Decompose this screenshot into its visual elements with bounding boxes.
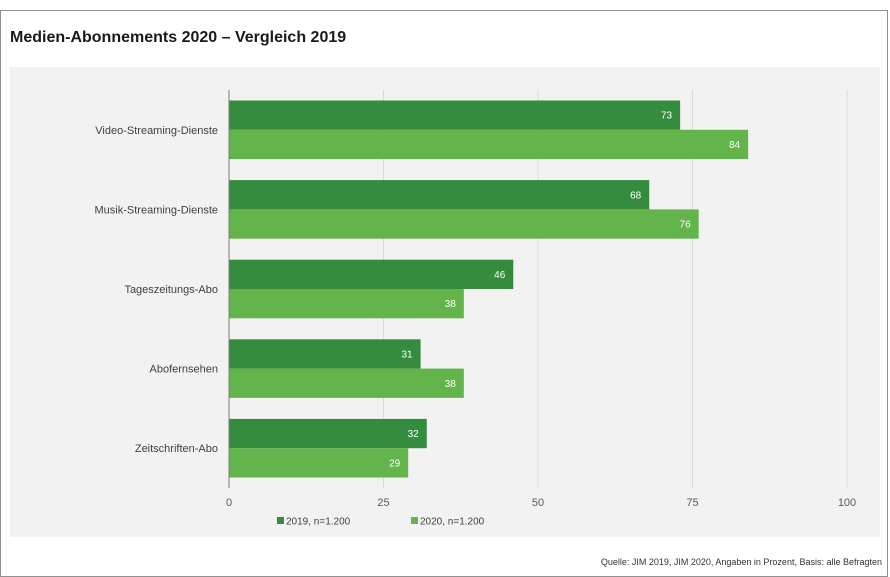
data-label-2020-abofernsehen: 38 bbox=[445, 379, 457, 390]
bar-2020-abofernsehen bbox=[229, 368, 464, 398]
x-tick-label: 0 bbox=[226, 497, 232, 509]
chart-panel: 0 25 50 75 100 Video-Streaming-Dienste Musik-S… bbox=[10, 67, 880, 537]
category-label-zeitschriften-abo: Zeitschriften-Abo bbox=[135, 443, 218, 455]
data-label-2019-zeitschriften-abo: 32 bbox=[408, 429, 420, 440]
bars: 73 84 68 76 46 38 31 38 32 29 bbox=[229, 100, 749, 478]
legend-swatch bbox=[277, 517, 284, 524]
category-label-abofernsehen: Abofernsehen bbox=[150, 364, 219, 376]
category-label-video-streaming-dienste: Video-Streaming-Dienste bbox=[95, 125, 218, 137]
legend-label: 2019, n=1.200 bbox=[286, 517, 351, 528]
bar-2020-musik-streaming-dienste bbox=[229, 209, 699, 239]
x-tick-label: 50 bbox=[532, 497, 544, 509]
bar-2020-zeitschriften-abo bbox=[229, 448, 409, 478]
category-label-tageszeitungs-abo: Tageszeitungs-Abo bbox=[124, 284, 218, 296]
legend: 2019, n=1.200 2020, n=1.200 bbox=[277, 517, 485, 528]
data-label-2020-zeitschriften-abo: 29 bbox=[389, 458, 401, 469]
bar-2019-abofernsehen bbox=[229, 339, 421, 369]
x-tick-label: 100 bbox=[838, 497, 856, 509]
source-note: Quelle: JIM 2019, JIM 2020, Angaben in P… bbox=[600, 557, 882, 567]
data-label-2020-video-streaming-dienste: 84 bbox=[729, 140, 741, 151]
data-label-2019-abofernsehen: 31 bbox=[401, 349, 413, 360]
bar-2019-video-streaming-dienste bbox=[229, 100, 681, 130]
bar-2019-tageszeitungs-abo bbox=[229, 259, 514, 289]
data-label-2020-musik-streaming-dienste: 76 bbox=[680, 220, 692, 231]
data-label-2019-musik-streaming-dienste: 68 bbox=[630, 190, 642, 201]
bar-2020-tageszeitungs-abo bbox=[229, 289, 464, 319]
x-tick-label: 25 bbox=[377, 497, 389, 509]
legend-label: 2020, n=1.200 bbox=[420, 517, 485, 528]
horizontal-bar-chart: 0 25 50 75 100 Video-Streaming-Dienste Musik-S… bbox=[95, 90, 856, 528]
bar-2019-musik-streaming-dienste bbox=[229, 180, 650, 210]
legend-item-2019: 2019, n=1.200 bbox=[277, 517, 351, 528]
bar-2019-zeitschriften-abo bbox=[229, 418, 427, 449]
page-title: Medien-Abonnements 2020 – Vergleich 2019 bbox=[10, 29, 347, 46]
x-tick-label: 75 bbox=[686, 497, 698, 509]
data-label-2020-tageszeitungs-abo: 38 bbox=[445, 299, 457, 310]
data-label-2019-video-streaming-dienste: 73 bbox=[661, 111, 673, 122]
category-labels: Video-Streaming-Dienste Musik-Streaming-D… bbox=[95, 125, 218, 455]
legend-swatch bbox=[411, 517, 418, 524]
bar-2020-video-streaming-dienste bbox=[229, 129, 749, 160]
category-label-musik-streaming-dienste: Musik-Streaming-Dienste bbox=[95, 204, 218, 216]
x-axis-ticks: 0 25 50 75 100 bbox=[226, 497, 856, 509]
legend-item-2020: 2020, n=1.200 bbox=[411, 517, 485, 528]
data-label-2019-tageszeitungs-abo: 46 bbox=[494, 270, 506, 281]
